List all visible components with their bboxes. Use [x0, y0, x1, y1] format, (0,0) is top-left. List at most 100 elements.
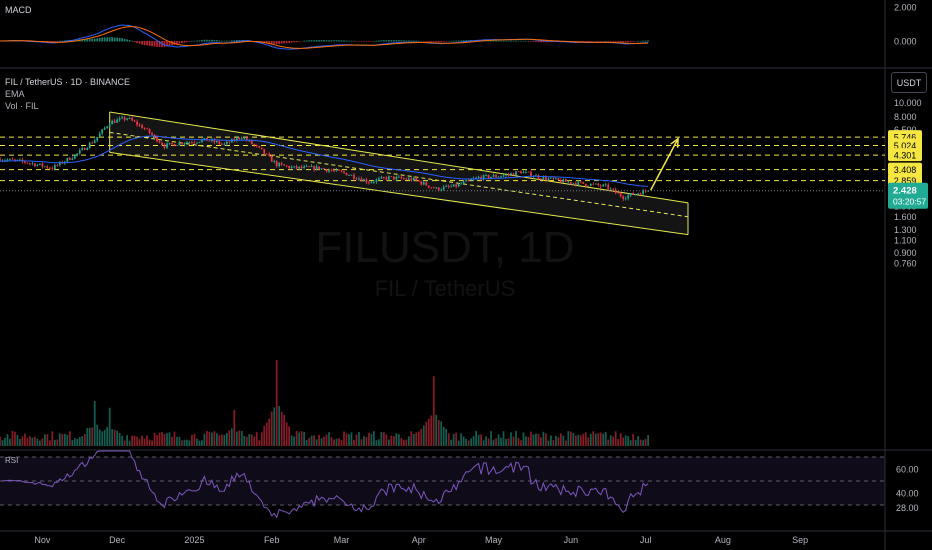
- candle-body: [126, 118, 129, 120]
- time-tick-label: Jun: [564, 535, 579, 545]
- volume-bar: [522, 432, 525, 446]
- candle-body: [380, 177, 383, 179]
- volume-bar: [370, 434, 373, 446]
- macd-histogram-bar: [617, 41, 620, 42]
- macd-histogram-bar: [53, 41, 56, 42]
- volume-bar: [146, 435, 148, 446]
- macd-histogram-bar: [86, 39, 89, 42]
- macd-histogram-bar: [462, 40, 465, 42]
- volume-indicator-label[interactable]: Vol · FIL: [5, 101, 39, 111]
- volume-bar: [253, 436, 256, 446]
- macd-histogram-bar: [619, 41, 622, 43]
- macd-histogram-bar: [417, 40, 420, 42]
- candle-body: [298, 166, 301, 169]
- macd-histogram-bar: [343, 40, 345, 42]
- macd-histogram-bar: [211, 39, 213, 42]
- candle-body: [141, 124, 143, 129]
- candle-body: [572, 182, 575, 184]
- macd-histogram-bar: [283, 41, 286, 44]
- volume-bar: [330, 437, 333, 446]
- candle-body: [365, 179, 368, 183]
- candle-body: [333, 170, 335, 172]
- volume-bar: [201, 440, 203, 446]
- candle-body: [148, 128, 151, 134]
- macd-histogram-bar: [345, 40, 348, 42]
- candle-body: [370, 182, 373, 184]
- macd-histogram-bar: [285, 41, 288, 44]
- candle-body: [166, 143, 168, 148]
- volume-bar: [574, 435, 577, 446]
- symbol-title[interactable]: FIL / TetherUS · 1D · BINANCE: [5, 77, 131, 87]
- candle-body: [562, 179, 565, 183]
- candle-body: [340, 170, 343, 172]
- candle-body: [250, 140, 253, 145]
- volume-bar: [245, 436, 248, 446]
- volume-bar: [196, 438, 198, 446]
- macd-histogram-bar: [607, 41, 610, 42]
- volume-bar: [527, 436, 530, 446]
- volume-bar: [98, 429, 101, 446]
- level-price-label: 4.301: [894, 151, 917, 161]
- candle-body: [238, 137, 241, 139]
- volume-bar: [43, 434, 46, 446]
- volume-bar: [627, 436, 630, 446]
- volume-bar: [0, 436, 1, 446]
- horizontal-levels[interactable]: [0, 136, 885, 192]
- candle-body: [569, 181, 572, 184]
- volume-bar: [594, 433, 597, 446]
- volume-bar: [333, 439, 335, 446]
- volume-bar: [173, 431, 176, 446]
- macd-histogram-bar: [579, 41, 582, 42]
- candle-body: [293, 166, 296, 168]
- time-axis[interactable]: Nov Dec 2025 Feb Mar Apr May Jun Jul Aug Sep: [34, 535, 808, 545]
- candle-body: [118, 118, 121, 120]
- projection-arrow[interactable]: [649, 137, 679, 191]
- volume-bar: [4, 437, 6, 446]
- volume-bar: [300, 431, 303, 446]
- candle-body: [634, 193, 637, 195]
- candle-body: [557, 178, 560, 180]
- volume-bar: [550, 435, 552, 446]
- macd-histogram-bar: [265, 41, 268, 44]
- volume-bar: [268, 418, 271, 446]
- macd-histogram-bar: [290, 41, 293, 43]
- volume-bar: [390, 435, 393, 446]
- candle-body: [492, 175, 495, 177]
- macd-histogram-bar: [153, 41, 156, 47]
- volume-bar: [108, 407, 111, 446]
- macd-histogram-bar: [143, 41, 146, 46]
- candle-body: [275, 160, 278, 167]
- volume-bar: [467, 440, 470, 446]
- candle-body: [208, 140, 211, 142]
- candle-body: [378, 178, 380, 180]
- descending-channel[interactable]: [109, 111, 689, 236]
- macd-histogram-bar: [158, 41, 161, 48]
- macd-histogram-bar: [313, 40, 315, 42]
- macd-histogram-bar: [584, 41, 587, 42]
- macd-histogram-bar: [118, 37, 121, 42]
- macd-histogram-bar: [530, 41, 532, 42]
- candle-body: [265, 153, 268, 155]
- price-tick-label: 8.000: [894, 112, 917, 122]
- candle-body: [223, 143, 226, 145]
- volume-bar: [46, 434, 49, 446]
- macd-histogram-bar: [355, 41, 358, 42]
- candle-body: [143, 128, 146, 130]
- volume-bar: [435, 414, 438, 446]
- quote-unit-button[interactable]: USDT: [891, 72, 927, 93]
- volume-bar: [36, 438, 39, 446]
- candle-body: [163, 144, 166, 148]
- ema-indicator-label[interactable]: EMA: [5, 89, 25, 99]
- candle-body: [383, 177, 385, 178]
- macd-histogram-bar: [218, 40, 221, 42]
- volume-bar: [211, 432, 213, 446]
- candle-body: [0, 158, 1, 162]
- candle-body: [520, 171, 522, 174]
- volume-bar: [223, 434, 226, 446]
- macd-histogram-bar: [422, 41, 425, 42]
- macd-histogram-bar: [156, 41, 158, 47]
- volume-bar: [363, 436, 365, 446]
- macd-histogram-bar: [589, 41, 592, 42]
